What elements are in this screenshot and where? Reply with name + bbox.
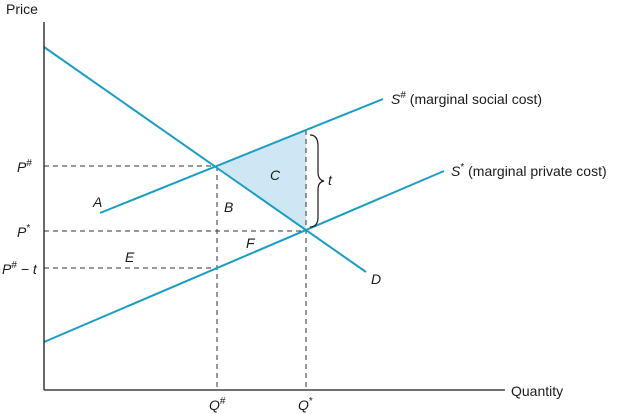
s-star-curve-label: S* (marginal private cost)	[451, 162, 607, 179]
region-c-shaded-triangle	[217, 130, 306, 231]
axes	[43, 22, 505, 391]
region-c-label: C	[270, 167, 281, 183]
guide-lines	[44, 130, 307, 390]
tax-label: t	[328, 172, 333, 188]
curves	[43, 46, 445, 343]
y-axis-label: Price	[6, 1, 38, 17]
region-f-label: F	[246, 235, 256, 251]
y-tick-p-star: P*	[17, 223, 30, 240]
region-e-label: E	[125, 249, 135, 265]
y-tick-p-hash: P#	[17, 158, 32, 175]
s-hash-curve-label: S# (marginal social cost)	[391, 90, 542, 107]
x-tick-q-star: Q*	[298, 396, 313, 413]
tax-bracket	[309, 134, 325, 228]
x-tick-q-hash: Q#	[209, 396, 226, 413]
region-b-label: B	[224, 199, 233, 215]
x-axis-label: Quantity	[511, 383, 563, 399]
s-star-curve	[43, 170, 445, 343]
s-hash-curve	[99, 98, 384, 214]
demand-curve	[43, 46, 367, 273]
demand-curve-label: D	[371, 271, 381, 287]
region-a-label: A	[92, 194, 102, 210]
y-tick-p-hash-minus-t: P# − t	[2, 260, 38, 277]
